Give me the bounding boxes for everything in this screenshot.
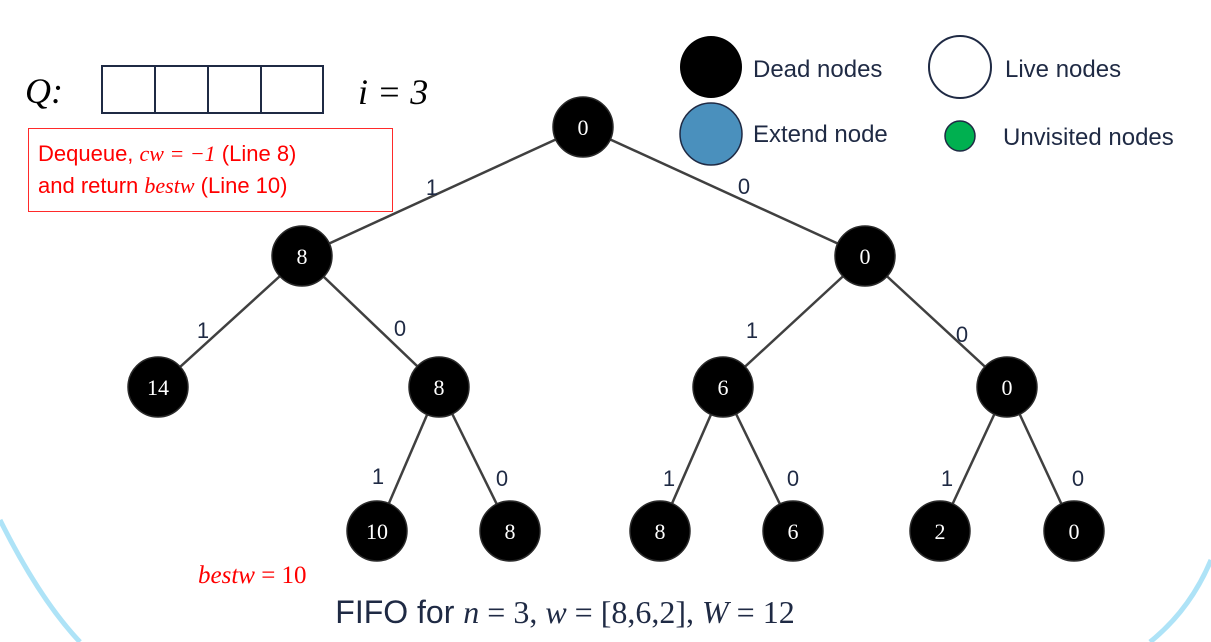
dead-node [408,356,470,418]
note-math: cw = −1 [139,141,216,166]
dead-node [479,500,541,562]
caption-math: = [8,6,2], [566,594,703,630]
dead-node [1043,500,1105,562]
caption-text: FIFO for [335,594,464,630]
tree-node-n-ll: 14 [127,356,189,418]
dead-node [692,356,754,418]
iteration-label: i = 3 [358,72,428,112]
queue-label: Q: [25,71,63,111]
tree-edge-labels: 1 0 1 0 1 0 1 0 1 0 1 0 [197,174,1084,491]
bestw-value: = 10 [254,562,307,589]
tree-node-n-lrr: 8 [479,500,541,562]
note-math: bestw [144,173,195,198]
dead-node [909,500,971,562]
tree-edge [301,125,584,258]
queue-cell [154,65,209,114]
edge-label: 0 [496,466,508,491]
edge-label: 1 [746,318,758,343]
node-value: 2 [935,519,946,544]
node-value: 8 [505,519,516,544]
caption-math: = 3, [479,594,546,630]
tree-node-n-r: 0 [834,225,896,287]
note-text: (Line 8) [215,141,297,166]
tree-node-n-rll: 8 [629,500,691,562]
dead-node [629,500,691,562]
legend-dead-marker [680,36,742,98]
legend-live-marker [928,35,992,99]
diagram-caption: FIFO for n = 3, w = [8,6,2], W = 12 [0,594,1130,631]
tree-nodes: 08 014 8 6 010 8 8 6 2 0 [127,96,1105,562]
legend-extend-marker [679,102,743,166]
node-value: 0 [860,244,871,269]
tree-node-n-rlr: 6 [762,500,824,562]
edge-label: 1 [663,466,675,491]
legend-live-label: Live nodes [1005,56,1121,83]
edge-label: 1 [372,464,384,489]
caption-var: W [702,594,729,630]
tree-edge [864,255,1008,388]
dead-node [271,225,333,287]
tree-node-n-l: 8 [271,225,333,287]
tree-node-n-lr: 8 [408,356,470,418]
node-value: 0 [578,115,589,140]
queue-cell [260,65,324,114]
status-note-line1: Dequeue, cw = −1 (Line 8) [38,138,392,170]
bestw-annotation: bestw = 10 [198,562,307,590]
node-value: 8 [434,375,445,400]
node-value: 0 [1069,519,1080,544]
node-value: 14 [147,375,169,400]
bestw-var: bestw [198,562,255,589]
note-text: Dequeue, [38,141,140,166]
dead-node [346,500,408,562]
legend-extend-label: Extend node [753,121,888,148]
queue-cells [101,65,324,114]
edge-label: 0 [787,466,799,491]
status-note: Dequeue, cw = −1 (Line 8) and return bes… [28,128,393,212]
edge-label: 1 [941,466,953,491]
legend-unvisited-marker [944,120,976,152]
node-value: 6 [718,375,729,400]
edge-label: 0 [956,322,968,347]
dead-node [762,500,824,562]
queue-cell [207,65,262,114]
dead-node [127,356,189,418]
queue-cell [101,65,156,114]
note-text: (Line 10) [194,173,288,198]
edge-label: 0 [1072,466,1084,491]
edge-label: 0 [738,174,750,199]
status-note-line2: and return bestw (Line 10) [38,170,392,202]
tree-node-n-lrl: 10 [346,500,408,562]
legend-unvisited-label: Unvisited nodes [1003,124,1174,151]
node-value: 10 [366,519,388,544]
caption-var: w [545,594,567,630]
node-value: 6 [788,519,799,544]
decor-arc-right [1148,559,1211,642]
tree-node-n-rr: 0 [976,356,1038,418]
dead-node [976,356,1038,418]
node-value: 8 [297,244,308,269]
tree-edge [722,255,866,388]
tree-edge [157,255,303,388]
legend: Dead nodes Live nodes Extend node Unvisi… [679,35,1174,166]
caption-math: = 12 [728,594,795,630]
note-text: and return [38,173,145,198]
tree-node-root: 0 [552,96,614,158]
node-value: 0 [1002,375,1013,400]
edge-label: 1 [426,175,438,200]
node-value: 8 [655,519,666,544]
dead-node [552,96,614,158]
edge-label: 1 [197,318,209,343]
caption-var: n [463,594,480,630]
tree-node-n-rrr: 0 [1043,500,1105,562]
tree-node-n-rl: 6 [692,356,754,418]
edge-label: 0 [394,316,406,341]
legend-dead-label: Dead nodes [753,56,882,83]
tree-edge [301,255,440,388]
tree-edge [582,125,866,258]
tree-node-n-rrl: 2 [909,500,971,562]
decor-arc-left [0,518,82,642]
dead-node [834,225,896,287]
